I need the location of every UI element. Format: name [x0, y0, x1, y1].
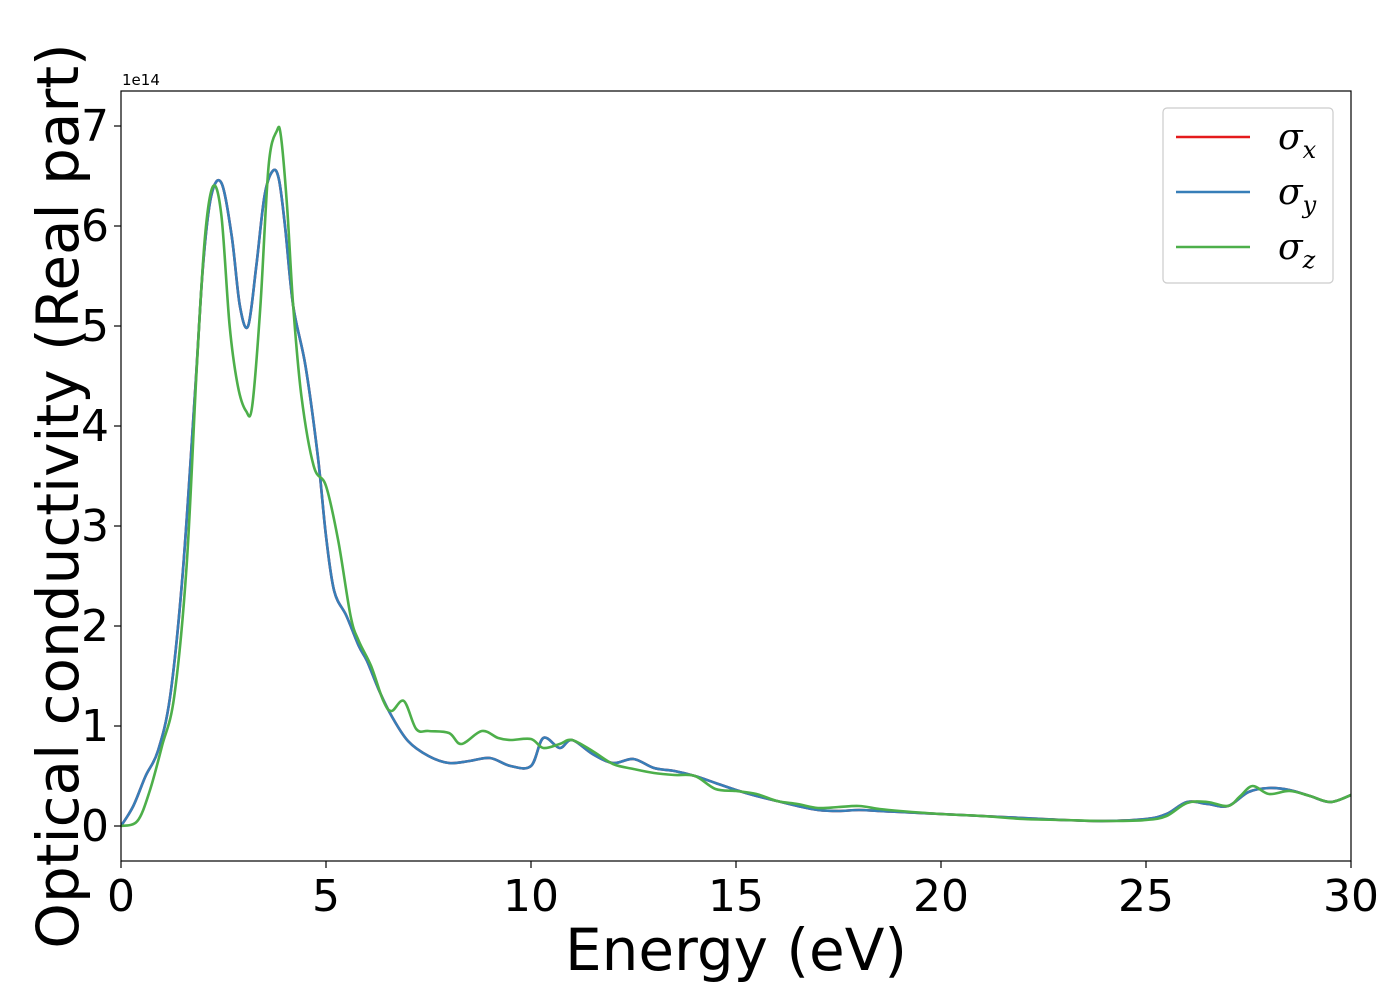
series-lines	[121, 125, 1351, 828]
x-tick-label: 30	[1323, 871, 1379, 922]
x-tick-label: 5	[312, 871, 340, 922]
legend: σx σy σz	[1162, 107, 1334, 284]
series-line-z	[121, 125, 1351, 828]
y-tick-label: 2	[81, 601, 109, 652]
x-tick-label: 15	[708, 871, 764, 922]
y-tick-label: 1	[81, 701, 109, 752]
x-axis-title: Energy (eV)	[565, 916, 907, 984]
legend-label-y: σy	[1278, 172, 1317, 219]
y-offset-label: 1e14	[122, 71, 160, 89]
y-axis-title: Optical conductivity (Real part)	[24, 43, 92, 948]
legend-label-z: σz	[1278, 227, 1316, 274]
y-tick-label: 7	[81, 101, 109, 152]
axis-ticks: 0 5 10 15 20 25 30 0 1 2 3 4 5 6 7	[81, 101, 1379, 922]
y-tick-label: 3	[81, 501, 109, 552]
x-tick-label: 0	[107, 871, 135, 922]
x-tick-label: 25	[1118, 871, 1174, 922]
legend-box	[1162, 107, 1334, 284]
y-tick-label: 6	[81, 201, 109, 252]
x-tick-label: 10	[503, 871, 559, 922]
legend-label-x: σx	[1278, 117, 1317, 164]
y-tick-label: 0	[81, 801, 109, 852]
x-tick-label: 20	[913, 871, 969, 922]
y-tick-label: 5	[81, 301, 109, 352]
y-tick-label: 4	[81, 401, 109, 452]
